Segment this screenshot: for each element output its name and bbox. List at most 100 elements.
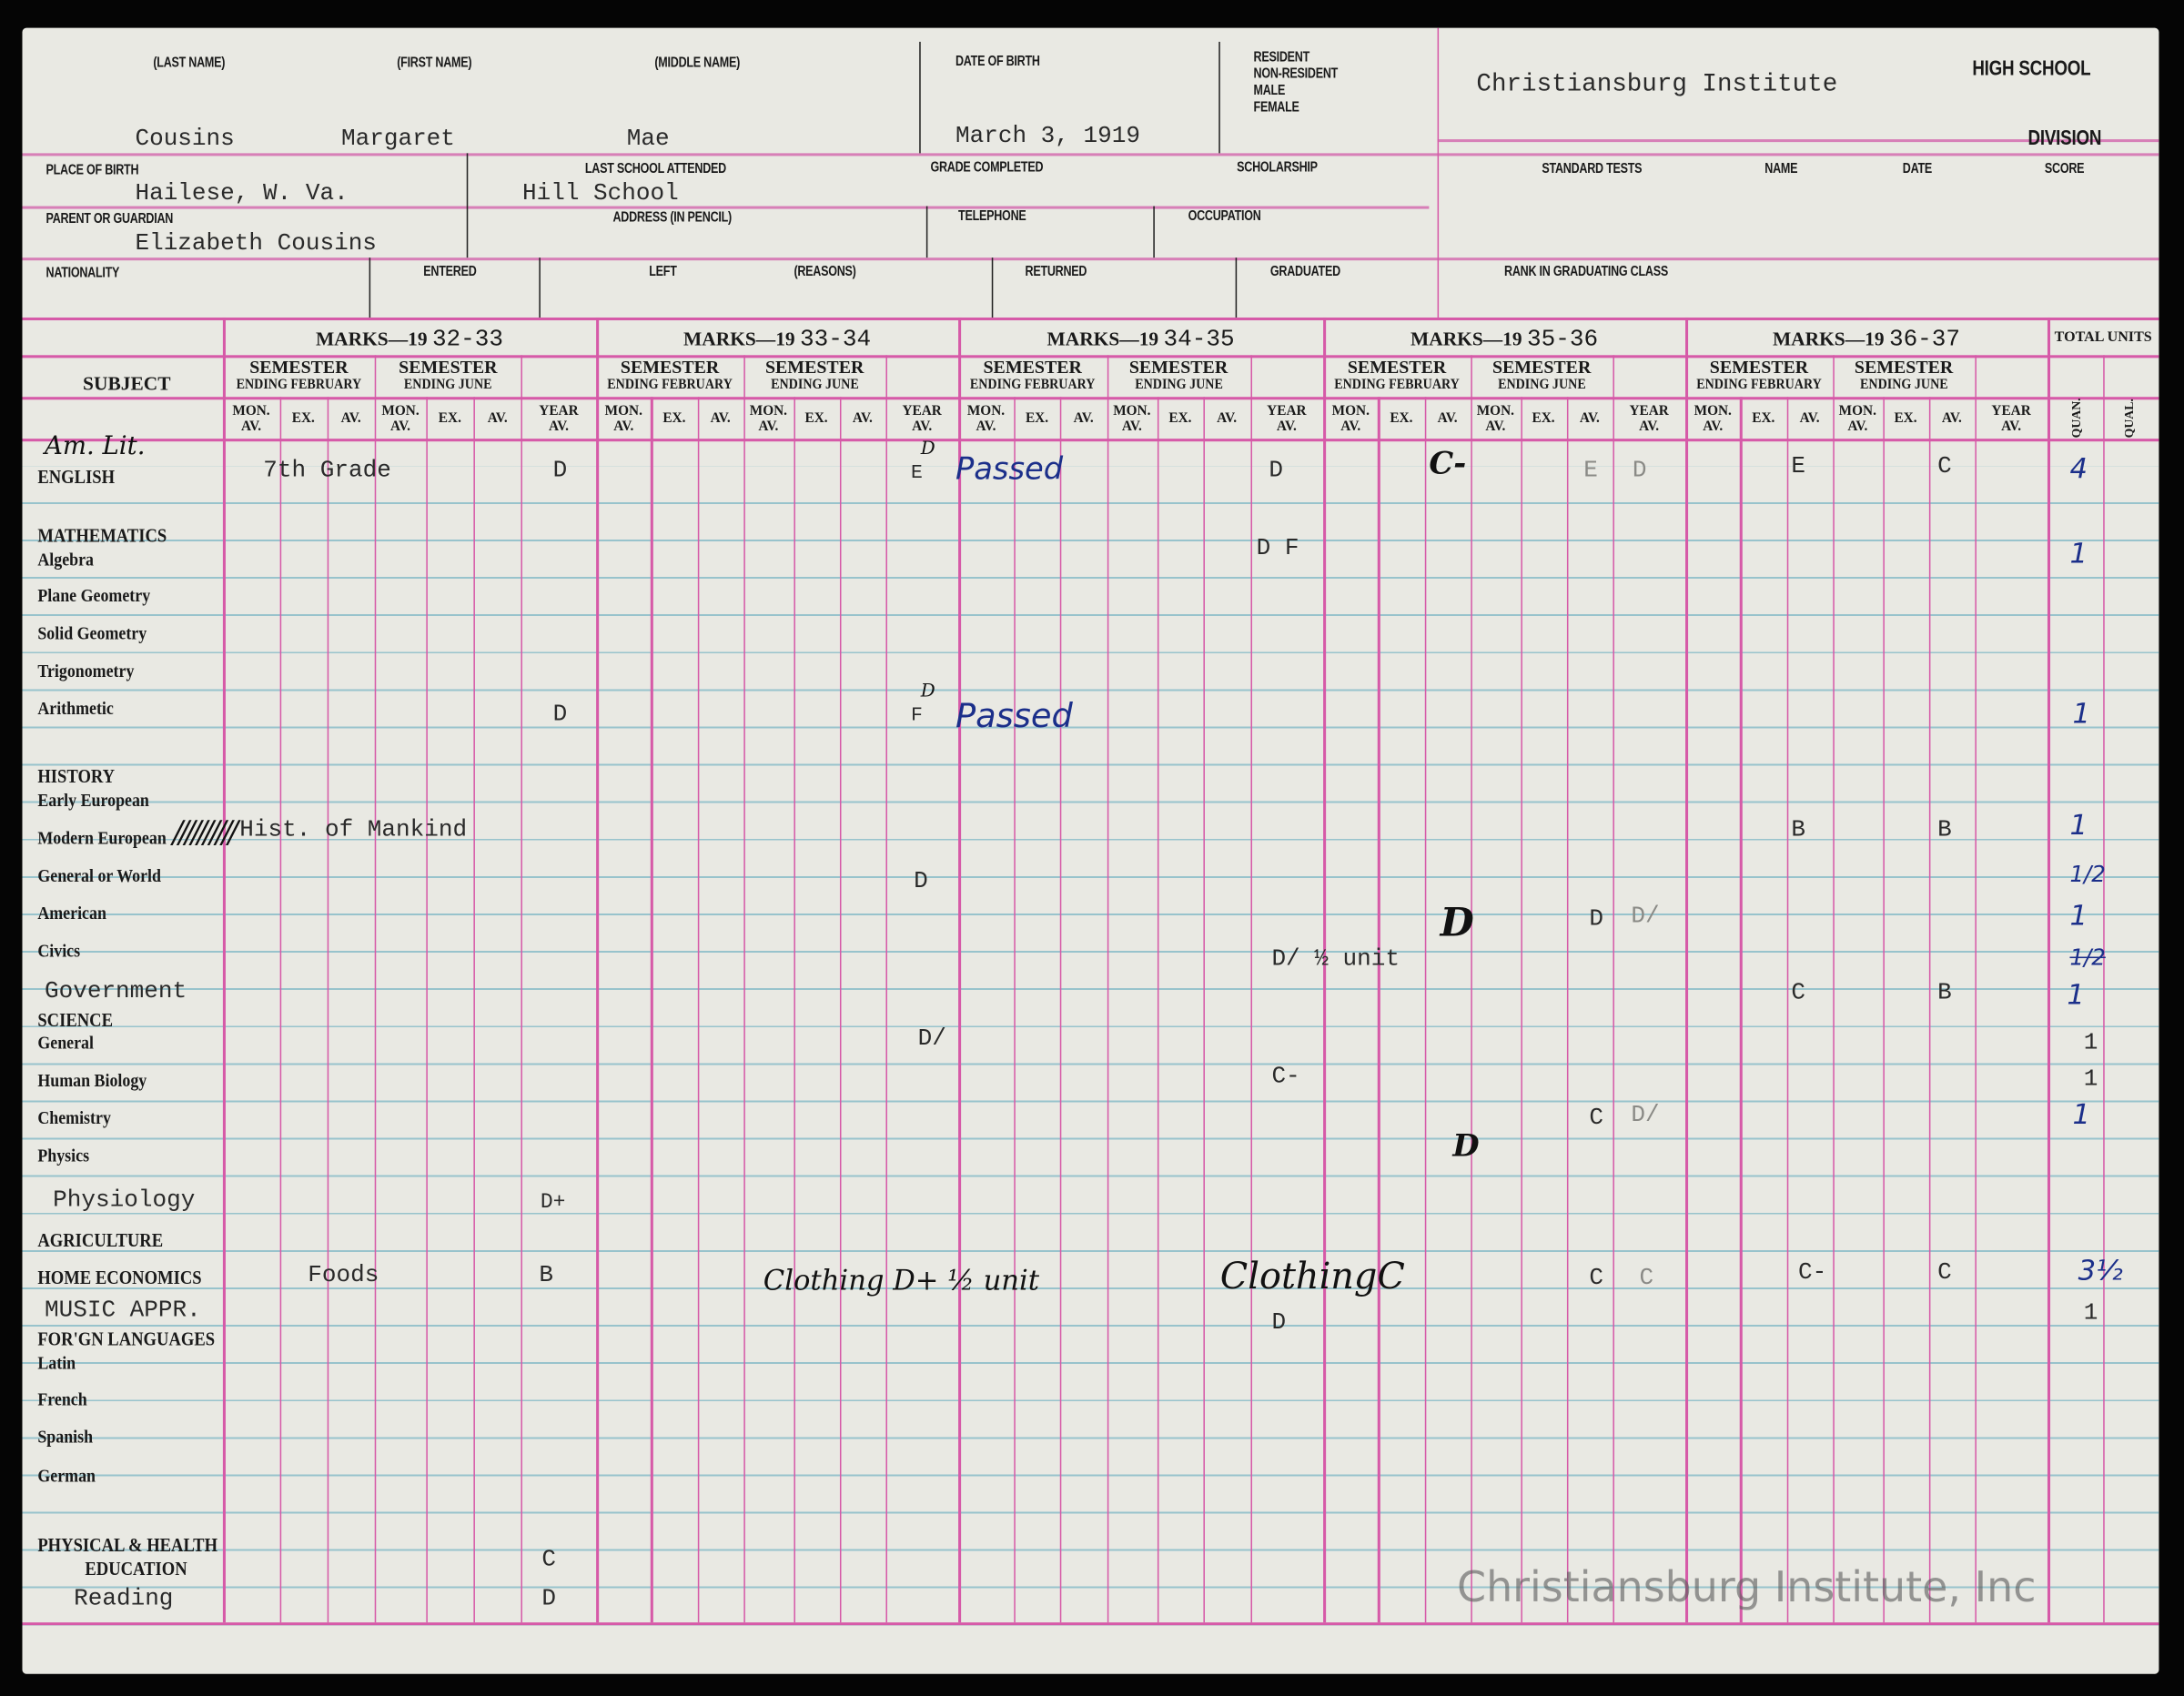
grid-divider	[1613, 355, 1615, 1623]
column-header: YEAR AV.	[1629, 403, 1669, 435]
subject-trigonometry: Trigonometry	[37, 660, 135, 681]
column-header: MON. AV.	[966, 403, 1006, 435]
english-1932-year-av: D	[552, 458, 568, 485]
american-1935-feb-av: D	[1440, 899, 1474, 946]
government-quan-units: 1	[2067, 977, 2085, 1012]
non-resident-label: NON-RESIDENT	[1253, 66, 1339, 83]
grid-divider	[1107, 355, 1109, 1623]
header-rule	[22, 206, 1430, 209]
chemistry-1935-year-av: D/	[1631, 1103, 1660, 1130]
last-school-value: Hill School	[521, 180, 679, 208]
header-divider	[1437, 27, 1440, 318]
english-1935-year-av: D	[1632, 458, 1647, 485]
header-divider	[991, 257, 994, 318]
column-header: EX.	[1752, 410, 1775, 427]
subject-modern-european: Modern European	[37, 827, 167, 849]
world-quan-units: 1/2	[2069, 860, 2106, 887]
semester-february-header-semester: SEMESTER	[1709, 356, 1809, 378]
subject-algebra: Algebra	[37, 549, 95, 570]
semester-february-header-semester: SEMESTER	[620, 356, 720, 378]
grid-divider	[839, 397, 842, 1623]
semester-february-header: ENDING FEBRUARY	[969, 377, 1096, 393]
semester-june-header: ENDING JUNE	[770, 377, 859, 393]
subject-early-european: Early European	[37, 789, 149, 811]
header-divider	[925, 206, 928, 258]
column-header: MON. AV.	[232, 403, 270, 435]
column-header: EX.	[662, 410, 686, 427]
subject-german: German	[37, 1465, 96, 1487]
semester-february-header-semester: SEMESTER	[1347, 356, 1447, 378]
grid-divider	[2103, 355, 2106, 1623]
grid-rule	[22, 397, 2159, 399]
modern-european-1936-june-av: B	[1937, 817, 1952, 844]
english-1933-superscript: D	[920, 439, 935, 460]
science-general-quan-units: 1	[2083, 1030, 2098, 1057]
english-1935-feb-av: C-	[1429, 445, 1467, 482]
arithmetic-1933-note: Passed	[955, 696, 1073, 736]
semester-june-header-semester: SEMESTER	[1854, 356, 1954, 378]
grid-divider	[1203, 397, 1206, 1623]
english-1933-year-av: E	[911, 462, 923, 485]
address-label: ADDRESS (IN PENCIL)	[612, 210, 732, 226]
reasons-label: (REASONS)	[794, 264, 856, 280]
grid-rule	[22, 355, 2159, 358]
subject-human-biology: Human Biology	[37, 1069, 147, 1091]
subject-education: EDUCATION	[85, 1558, 187, 1580]
grid-divider	[327, 397, 329, 1623]
test-date-label: DATE	[1902, 161, 1933, 177]
semester-june-header: ENDING JUNE	[1859, 377, 1948, 393]
grid-divider	[1882, 397, 1885, 1623]
science-general-1933-year-av: D/	[917, 1026, 946, 1054]
header-divider	[369, 257, 371, 318]
nationality-label: NATIONALITY	[46, 266, 120, 282]
standard-tests-label: STANDARD TESTS	[1542, 161, 1643, 177]
grid-divider	[1424, 397, 1427, 1623]
subject-general-world: General or World	[37, 864, 161, 886]
subject-chemistry: Chemistry	[37, 1106, 111, 1128]
english-1933-note: Passed	[955, 452, 1064, 488]
marks-year-header: MARKS—19 34-35	[958, 328, 1323, 352]
grid-divider	[958, 317, 961, 1623]
semester-june-header: ENDING JUNE	[404, 377, 492, 393]
resident-label: RESIDENT	[1253, 50, 1310, 66]
semester-june-header-semester: SEMESTER	[764, 356, 864, 378]
world-1933-year-av: D	[914, 869, 928, 896]
grid-divider	[374, 355, 377, 1623]
column-header: AV.	[340, 410, 361, 427]
semester-february-header: ENDING FEBRUARY	[1334, 377, 1460, 393]
column-header: MON. AV.	[381, 403, 420, 435]
grid-divider	[697, 397, 700, 1623]
grid-divider	[279, 397, 281, 1623]
subject-music: MUSIC APPR.	[44, 1297, 201, 1325]
column-header: AV.	[1579, 410, 1600, 427]
home-ec-1933-note: Clothing D+ ½ unit	[763, 1263, 1040, 1297]
subject-reading: Reading	[74, 1586, 174, 1613]
column-header: MON. AV.	[1476, 403, 1514, 435]
column-header: EX.	[804, 410, 828, 427]
column-header: AV.	[1941, 410, 1962, 427]
header-divider	[466, 153, 469, 258]
grid-divider	[793, 397, 795, 1623]
header-rule	[22, 153, 2159, 156]
test-name-label: NAME	[1764, 161, 1798, 177]
place-of-birth-label: PLACE OF BIRTH	[46, 163, 139, 178]
chemistry-1935-feb-av: D	[1452, 1127, 1480, 1165]
semester-june-header-semester: SEMESTER	[399, 356, 498, 378]
subject-solid-geometry: Solid Geometry	[37, 622, 147, 644]
marks-prefix: MARKS—19	[315, 329, 432, 351]
column-header: EX.	[1894, 410, 1917, 427]
algebra-quan-units: 1	[2069, 536, 2088, 570]
grid-divider	[651, 397, 653, 1623]
middle-name-value: Mae	[626, 126, 670, 154]
subject-physical-health: PHYSICAL & HEALTH	[37, 1534, 218, 1556]
human-biology-1934-year-av: C-	[1271, 1064, 1300, 1091]
grid-divider	[1520, 397, 1522, 1623]
column-header: MON. AV.	[1694, 403, 1732, 435]
marks-year-header: MARKS—19 36-37	[1685, 328, 2048, 352]
english-1936-june-av: C	[1937, 453, 1952, 481]
subject-history: HISTORY	[37, 765, 116, 787]
student-record-card: (LAST NAME) (FIRST NAME) (MIDDLE NAME) D…	[22, 27, 2159, 1674]
watermark: Christiansburg Institute, Inc	[1457, 1563, 2037, 1613]
subject-foreign-languages: FOR'GN LANGUAGES	[37, 1328, 216, 1350]
grid-divider	[426, 397, 429, 1623]
